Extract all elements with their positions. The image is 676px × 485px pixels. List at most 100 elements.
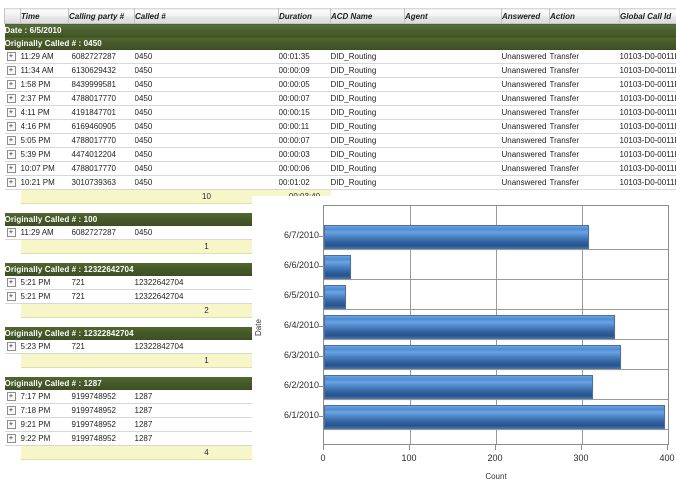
column-header-expand[interactable]	[4, 8, 21, 24]
column-header-agent[interactable]: Agent	[404, 8, 502, 24]
chart-bar[interactable]	[324, 375, 594, 399]
column-header-duration[interactable]: Duration	[278, 8, 331, 24]
cell-called: 0450	[134, 91, 279, 106]
table-row[interactable]: +5:05 PM 4788017770 0450 00:00:07 DID_Routin…	[4, 133, 676, 148]
expand-plus-icon[interactable]: +	[6, 228, 16, 238]
chart-y-tick-label: 6/3/2010	[283, 350, 319, 360]
chart-bar[interactable]	[324, 255, 351, 279]
chart-y-tick-label: 6/7/2010	[283, 230, 319, 240]
cell-duration: 00:00:11	[278, 119, 331, 134]
expand-cell[interactable]: +	[4, 339, 21, 354]
chart-bar[interactable]	[324, 285, 347, 309]
cell-acd-name: DID_Routing	[330, 63, 405, 78]
expand-cell[interactable]: +	[4, 105, 21, 120]
column-header-gcid[interactable]: Global Call Id	[619, 8, 676, 24]
cell-time: 5:39 PM	[20, 147, 69, 162]
cell-action: Transfer	[549, 105, 620, 120]
table-row[interactable]: +1:58 PM 8439999581 0450 00:00:05 DID_Routin…	[4, 77, 676, 92]
expand-plus-icon[interactable]: +	[6, 420, 16, 430]
expand-cell[interactable]: +	[4, 147, 21, 162]
chart-bar[interactable]	[324, 315, 615, 339]
expand-plus-icon[interactable]: +	[6, 66, 16, 76]
expand-plus-icon[interactable]: +	[6, 136, 16, 146]
chart-x-tick-mark	[581, 445, 582, 450]
table-row[interactable]: +10:21 PM 3010739363 0450 00:01:02 DID_Routi…	[4, 175, 676, 190]
expand-plus-icon[interactable]: +	[6, 278, 16, 288]
total-blank	[4, 189, 21, 204]
cell-called: 0450	[134, 225, 279, 240]
total-pad-time	[20, 239, 69, 254]
expand-cell[interactable]: +	[4, 289, 21, 304]
total-blank	[4, 445, 21, 460]
chart-y-tick-label: 6/1/2010	[283, 410, 319, 420]
expand-cell[interactable]: +	[4, 225, 21, 240]
expand-plus-icon[interactable]: +	[6, 292, 16, 302]
table-row[interactable]: +4:16 PM 6169460905 0450 00:00:11 DID_Routin…	[4, 119, 676, 134]
expand-plus-icon[interactable]: +	[6, 342, 16, 352]
table-row[interactable]: +11:29 AM 6082727287 0450 00:01:35 DID_Routi…	[4, 49, 676, 64]
expand-cell[interactable]: +	[4, 403, 21, 418]
expand-cell[interactable]: +	[4, 91, 21, 106]
cell-called: 12322642704	[134, 289, 279, 304]
table-row[interactable]: +4:11 PM 4191847701 0450 00:00:15 DID_Routin…	[4, 105, 676, 120]
cell-global-call-id: 10103-D0-0011B-778	[619, 147, 676, 162]
chart-bar[interactable]	[324, 405, 666, 429]
expand-plus-icon[interactable]: +	[6, 80, 16, 90]
expand-cell[interactable]: +	[4, 431, 21, 446]
cell-called: 1287	[134, 417, 279, 432]
expand-cell[interactable]: +	[4, 49, 21, 64]
chart-x-tick-label: 0	[320, 453, 326, 463]
cell-calling-party: 4474012204	[68, 147, 135, 162]
expand-cell[interactable]: +	[4, 119, 21, 134]
column-header-calling[interactable]: Calling party #	[68, 8, 135, 24]
expand-plus-icon[interactable]: +	[6, 52, 16, 62]
expand-cell[interactable]: +	[4, 77, 21, 92]
cell-duration: 00:01:02	[278, 175, 331, 190]
column-header-acd[interactable]: ACD Name	[330, 8, 405, 24]
table-row[interactable]: +2:37 PM 4788017770 0450 00:00:07 DID_Routin…	[4, 91, 676, 106]
cell-calling-party: 9199748952	[68, 431, 135, 446]
expand-plus-icon[interactable]: +	[6, 178, 16, 188]
expand-plus-icon[interactable]: +	[6, 122, 16, 132]
column-header-called[interactable]: Called #	[134, 8, 279, 24]
column-header-answered[interactable]: Answered	[501, 8, 550, 24]
table-row[interactable]: +5:39 PM 4474012204 0450 00:00:03 DID_Routin…	[4, 147, 676, 162]
total-pad-time	[20, 353, 69, 368]
chart-bar-row	[324, 311, 670, 343]
cell-answered: Unanswered	[501, 161, 550, 176]
table-header-row: Time Calling party # Called # Duration ACD N…	[4, 8, 676, 24]
expand-plus-icon[interactable]: +	[6, 150, 16, 160]
expand-cell[interactable]: +	[4, 161, 21, 176]
expand-plus-icon[interactable]: +	[6, 406, 16, 416]
chart-bar[interactable]	[324, 225, 589, 249]
expand-plus-icon[interactable]: +	[6, 94, 16, 104]
column-header-time[interactable]: Time	[20, 8, 69, 24]
chart-bar-row	[324, 341, 670, 373]
total-count: 2	[134, 303, 279, 318]
cell-agent	[404, 77, 502, 92]
expand-plus-icon[interactable]: +	[6, 392, 16, 402]
expand-plus-icon[interactable]: +	[6, 164, 16, 174]
called-group-band[interactable]: Originally Called # : 0450	[4, 36, 676, 50]
expand-plus-icon[interactable]: +	[6, 434, 16, 444]
expand-plus-icon[interactable]: +	[6, 108, 16, 118]
table-row[interactable]: +10:07 PM 4788017770 0450 00:00:06 DID_Routi…	[4, 161, 676, 176]
chart-gridline-y	[324, 399, 668, 400]
chart-bar[interactable]	[324, 345, 621, 369]
expand-cell[interactable]: +	[4, 417, 21, 432]
column-header-action[interactable]: Action	[549, 8, 620, 24]
expand-cell[interactable]: +	[4, 175, 21, 190]
expand-cell[interactable]: +	[4, 63, 21, 78]
expand-cell[interactable]: +	[4, 275, 21, 290]
cell-calling-party: 721	[68, 289, 135, 304]
table-row[interactable]: +11:34 AM 6130629432 0450 00:00:09 DID_Routi…	[4, 63, 676, 78]
cell-answered: Unanswered	[501, 49, 550, 64]
cell-agent	[404, 147, 502, 162]
expand-cell[interactable]: +	[4, 133, 21, 148]
cell-calling-party: 9199748952	[68, 417, 135, 432]
chart-gridline-y	[324, 249, 668, 250]
date-group-band[interactable]: Date : 6/5/2010	[4, 23, 676, 37]
expand-cell[interactable]: +	[4, 389, 21, 404]
cell-calling-party: 6082727287	[68, 49, 135, 64]
cell-time: 4:11 PM	[20, 105, 69, 120]
